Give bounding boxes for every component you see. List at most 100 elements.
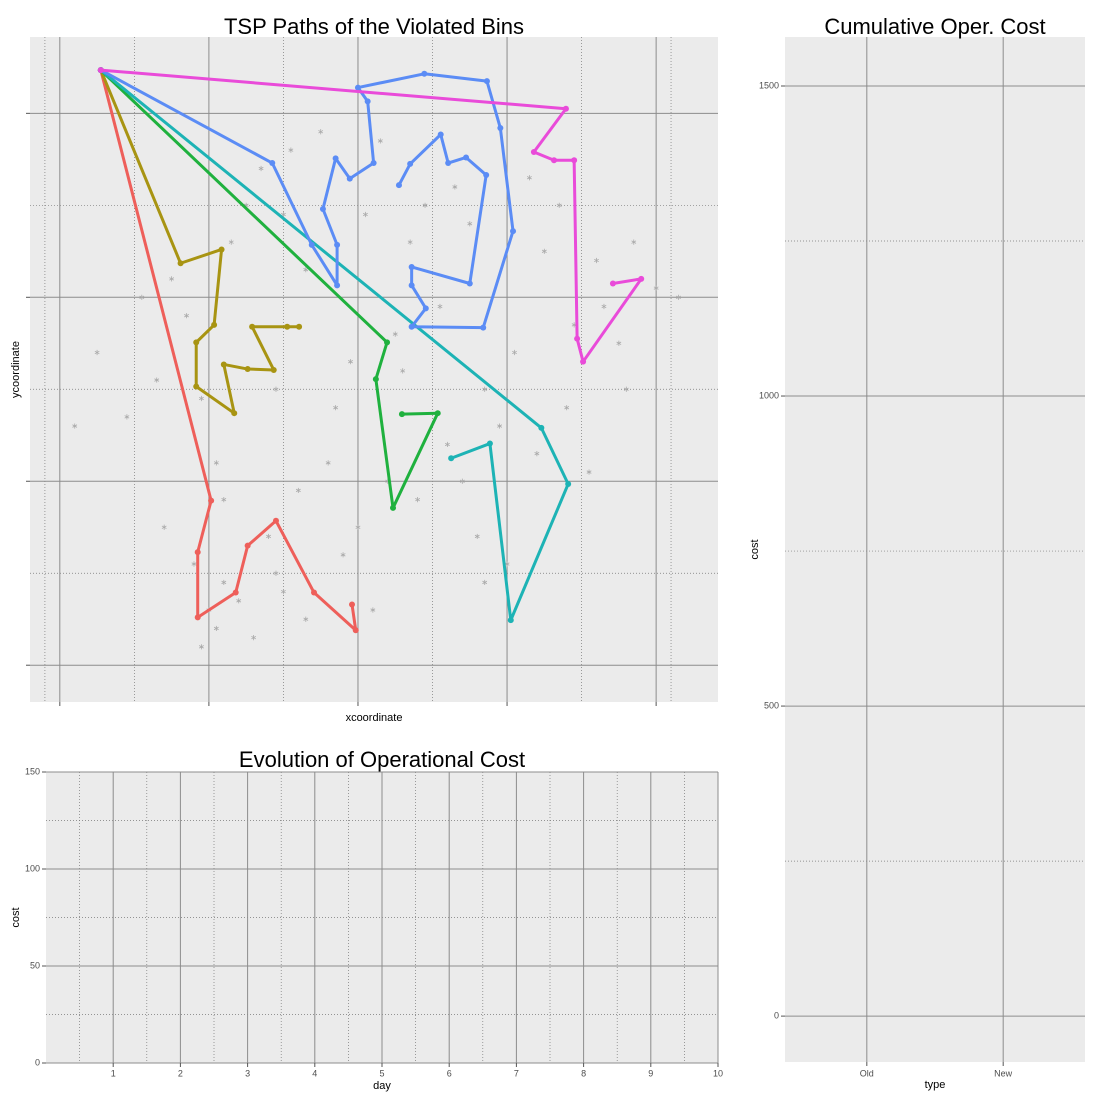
route-stop: [332, 155, 339, 162]
route-stop: [551, 157, 558, 164]
route-stop: [354, 84, 361, 91]
route-stop: [486, 440, 493, 447]
route-stop: [408, 282, 415, 289]
route-stop: [310, 589, 317, 596]
y-axis-title: cost: [749, 539, 761, 559]
bin-point: [340, 552, 346, 558]
bin-point: [303, 616, 309, 622]
bin-point: [139, 294, 145, 300]
route-stop: [244, 542, 251, 549]
route-stop: [609, 280, 616, 287]
route-stop: [398, 411, 405, 418]
bin-point: [94, 349, 100, 356]
chart-title: Evolution of Operational Cost: [239, 747, 525, 772]
bin-point: [124, 414, 130, 420]
bin-point: [198, 395, 204, 402]
route-stop: [580, 358, 587, 365]
route-stop: [308, 241, 315, 248]
bin-point: [273, 386, 279, 392]
route-stop: [193, 339, 200, 346]
x-tick-label: 3: [245, 1068, 250, 1078]
bin-point: [236, 598, 242, 604]
x-axis-title: day: [373, 1080, 391, 1092]
bin-point: [601, 303, 607, 310]
bin-point: [586, 469, 592, 475]
bin-point: [251, 635, 257, 641]
bin-point: [616, 340, 622, 346]
route-stop: [272, 517, 279, 524]
route-path: [99, 68, 570, 622]
chart-title: TSP Paths of the Violated Bins: [224, 14, 524, 39]
route-stop: [269, 160, 276, 167]
route-stop: [497, 125, 504, 132]
bin-point: [333, 405, 339, 411]
route-stop: [370, 160, 377, 167]
bin-point: [482, 386, 488, 392]
x-tick-label: 4: [312, 1068, 317, 1078]
y-tick-label: 150: [25, 766, 40, 776]
bin-point: [184, 313, 189, 319]
route-stop: [352, 627, 359, 634]
bin-point: [437, 303, 443, 310]
route-stop: [463, 154, 470, 161]
route-path: [99, 69, 358, 632]
route-stop: [372, 376, 379, 383]
x-axis-title: type: [925, 1079, 946, 1091]
bin-point: [221, 579, 227, 586]
route-stop: [562, 105, 569, 112]
route-stop: [208, 497, 215, 504]
bin-point: [534, 451, 540, 457]
bin-point: [266, 533, 271, 540]
route-stop: [211, 321, 218, 328]
x-tick-label: 8: [581, 1068, 586, 1078]
y-tick-label: 1000: [759, 390, 779, 400]
route-stop: [346, 175, 353, 182]
bin-point: [422, 202, 428, 208]
route-stop: [434, 410, 441, 417]
panel-background: [30, 37, 718, 702]
bin-point: [623, 386, 629, 392]
bin-point: [295, 487, 301, 494]
route-stop: [466, 280, 473, 287]
route-stop: [334, 282, 341, 289]
route-stop: [395, 182, 402, 189]
bin-point: [213, 460, 219, 466]
bin-point: [415, 497, 421, 503]
y-axis-title: ycoordinate: [10, 341, 22, 398]
route-stop: [507, 617, 514, 624]
route-stop: [194, 549, 201, 556]
panel-background: [785, 37, 1085, 1062]
route-stop: [510, 228, 517, 235]
bin-point: [191, 561, 197, 567]
route-stop: [177, 260, 184, 267]
bin-point: [407, 239, 413, 245]
y-tick-label: 0: [35, 1057, 40, 1067]
route-stop: [638, 275, 645, 282]
bin-point: [280, 589, 286, 595]
route-stop: [249, 323, 256, 330]
route-stop: [244, 366, 251, 373]
route-stop: [231, 410, 238, 417]
route-stop: [232, 589, 239, 596]
x-tick-label: 10: [713, 1068, 723, 1078]
bin-point: [676, 294, 681, 300]
bin-point: [594, 257, 599, 264]
route-stop: [349, 601, 356, 608]
bin-point: [482, 579, 488, 586]
bin-point: [497, 423, 503, 429]
y-tick-label: 1500: [759, 80, 779, 90]
route-stop: [538, 424, 545, 431]
bin-point: [161, 524, 167, 530]
route-stop: [483, 78, 490, 85]
route-stop: [445, 160, 452, 167]
bin-point: [169, 276, 175, 282]
bin-point: [355, 524, 361, 530]
bin-point: [444, 441, 450, 448]
x-tick-label: 1: [111, 1068, 116, 1078]
route-stop: [408, 263, 415, 270]
bin-point: [631, 239, 637, 245]
bin-point: [400, 368, 406, 374]
route-stop: [390, 504, 397, 511]
y-axis-title: cost: [10, 907, 22, 927]
